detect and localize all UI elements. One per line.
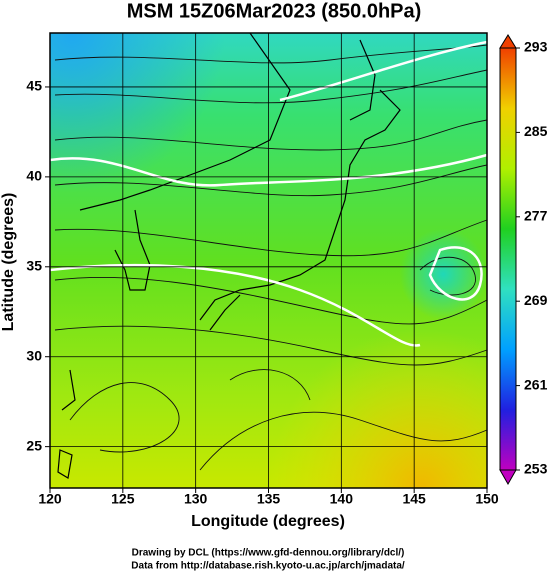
x-axis-label: Longitude (degrees): [191, 513, 345, 530]
colorbar-min-arrow: [499, 469, 517, 486]
x-tick-label: 145: [402, 491, 426, 507]
credit-line: Data from http://database.rish.kyoto-u.a…: [131, 561, 405, 572]
colorbar: [499, 47, 517, 471]
y-axis-label: Latitude (degrees): [0, 193, 17, 332]
colorbar-tick-label: 261: [524, 376, 548, 392]
colorbar-max-arrow: [499, 34, 517, 49]
colorbar-tick-label: 285: [524, 123, 548, 139]
streamlines: [54, 44, 488, 471]
x-tick-label: 135: [257, 491, 281, 507]
y-tick-label: 45: [26, 78, 42, 94]
y-tick-label: 40: [26, 168, 42, 184]
x-tick-label: 130: [184, 491, 208, 507]
y-tick-label: 30: [26, 347, 42, 363]
credit-line: Drawing by DCL (https://www.gfd-dennou.o…: [132, 548, 405, 559]
colorbar-tick-label: 269: [524, 292, 548, 308]
colorbar-tick-label: 277: [524, 208, 548, 224]
plot-area: [49, 32, 488, 489]
x-tick-label: 125: [111, 491, 135, 507]
x-tick-label: 150: [475, 491, 499, 507]
y-tick-label: 35: [26, 257, 42, 273]
title: MSM 15Z06Mar2023 (850.0hPa): [127, 0, 422, 22]
colorbar-tick-label: 253: [524, 461, 548, 477]
colorbar-tick-label: 293: [524, 39, 548, 55]
y-tick-label: 25: [26, 437, 42, 453]
x-tick-label: 140: [330, 491, 354, 507]
x-tick-label: 120: [38, 491, 62, 507]
